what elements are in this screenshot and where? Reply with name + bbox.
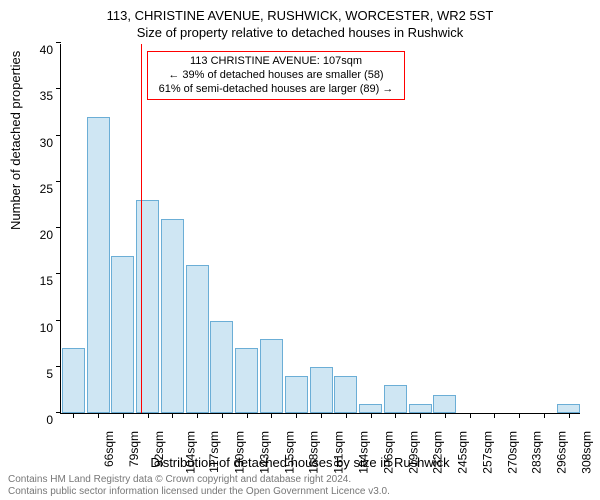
y-tick-mark <box>56 181 61 182</box>
annotation-line: ← 39% of detached houses are smaller (58… <box>154 69 398 83</box>
annotation-line: 113 CHRISTINE AVENUE: 107sqm <box>154 55 398 69</box>
y-tick-label: 0 <box>23 413 53 427</box>
x-tick-mark <box>222 413 223 418</box>
x-tick-mark <box>197 413 198 418</box>
x-tick-mark <box>321 413 322 418</box>
footer-line-2: Contains public sector information licen… <box>8 486 592 498</box>
y-tick-label: 15 <box>23 274 53 288</box>
y-tick-mark <box>56 227 61 228</box>
y-tick-mark <box>56 135 61 136</box>
histogram-bar <box>136 200 159 413</box>
histogram-bar <box>186 265 209 413</box>
x-tick-mark <box>148 413 149 418</box>
y-tick-mark <box>56 366 61 367</box>
histogram-bar <box>235 348 258 413</box>
x-tick-mark <box>172 413 173 418</box>
y-tick-mark <box>56 320 61 321</box>
plot-area: 051015202530354066sqm79sqm92sqm104sqm117… <box>60 44 580 414</box>
y-tick-mark <box>56 42 61 43</box>
x-tick-mark <box>395 413 396 418</box>
x-tick-mark <box>569 413 570 418</box>
x-axis-label: Distribution of detached houses by size … <box>0 455 600 470</box>
x-tick-mark <box>98 413 99 418</box>
footer-attribution: Contains HM Land Registry data © Crown c… <box>8 474 592 498</box>
y-tick-label: 25 <box>23 182 53 196</box>
histogram-bar <box>87 117 110 413</box>
x-tick-mark <box>420 413 421 418</box>
x-tick-mark <box>123 413 124 418</box>
y-axis-label: Number of detached properties <box>8 51 23 230</box>
histogram-bar <box>210 321 233 414</box>
x-tick-mark <box>271 413 272 418</box>
x-tick-mark <box>445 413 446 418</box>
histogram-bar <box>62 348 85 413</box>
histogram-bar <box>334 376 357 413</box>
y-tick-label: 5 <box>23 367 53 381</box>
histogram-bar <box>409 404 432 413</box>
x-tick-mark <box>371 413 372 418</box>
y-tick-mark <box>56 88 61 89</box>
y-tick-mark <box>56 273 61 274</box>
x-tick-mark <box>494 413 495 418</box>
x-tick-mark <box>470 413 471 418</box>
chart-title-sub: Size of property relative to detached ho… <box>0 23 600 40</box>
histogram-bar <box>310 367 333 413</box>
histogram-bar <box>433 395 456 414</box>
histogram-bar <box>285 376 308 413</box>
histogram-bar <box>161 219 184 413</box>
histogram-bar <box>359 404 382 413</box>
footer-line-1: Contains HM Land Registry data © Crown c… <box>8 474 592 486</box>
plot-container: 051015202530354066sqm79sqm92sqm104sqm117… <box>60 44 580 414</box>
histogram-bar <box>260 339 283 413</box>
x-tick-mark <box>73 413 74 418</box>
annotation-line: 61% of semi-detached houses are larger (… <box>154 83 398 97</box>
histogram-bar <box>557 404 580 413</box>
y-tick-label: 30 <box>23 136 53 150</box>
y-tick-label: 20 <box>23 228 53 242</box>
y-tick-label: 35 <box>23 89 53 103</box>
y-tick-label: 10 <box>23 321 53 335</box>
x-tick-mark <box>247 413 248 418</box>
x-tick-mark <box>544 413 545 418</box>
annotation-box: 113 CHRISTINE AVENUE: 107sqm← 39% of det… <box>147 51 405 100</box>
x-tick-mark <box>346 413 347 418</box>
reference-line <box>141 44 142 413</box>
chart-title-main: 113, CHRISTINE AVENUE, RUSHWICK, WORCEST… <box>0 0 600 23</box>
histogram-bar <box>111 256 134 413</box>
y-tick-label: 40 <box>23 43 53 57</box>
y-tick-mark <box>56 412 61 413</box>
x-tick-mark <box>296 413 297 418</box>
histogram-bar <box>384 385 407 413</box>
x-tick-mark <box>519 413 520 418</box>
